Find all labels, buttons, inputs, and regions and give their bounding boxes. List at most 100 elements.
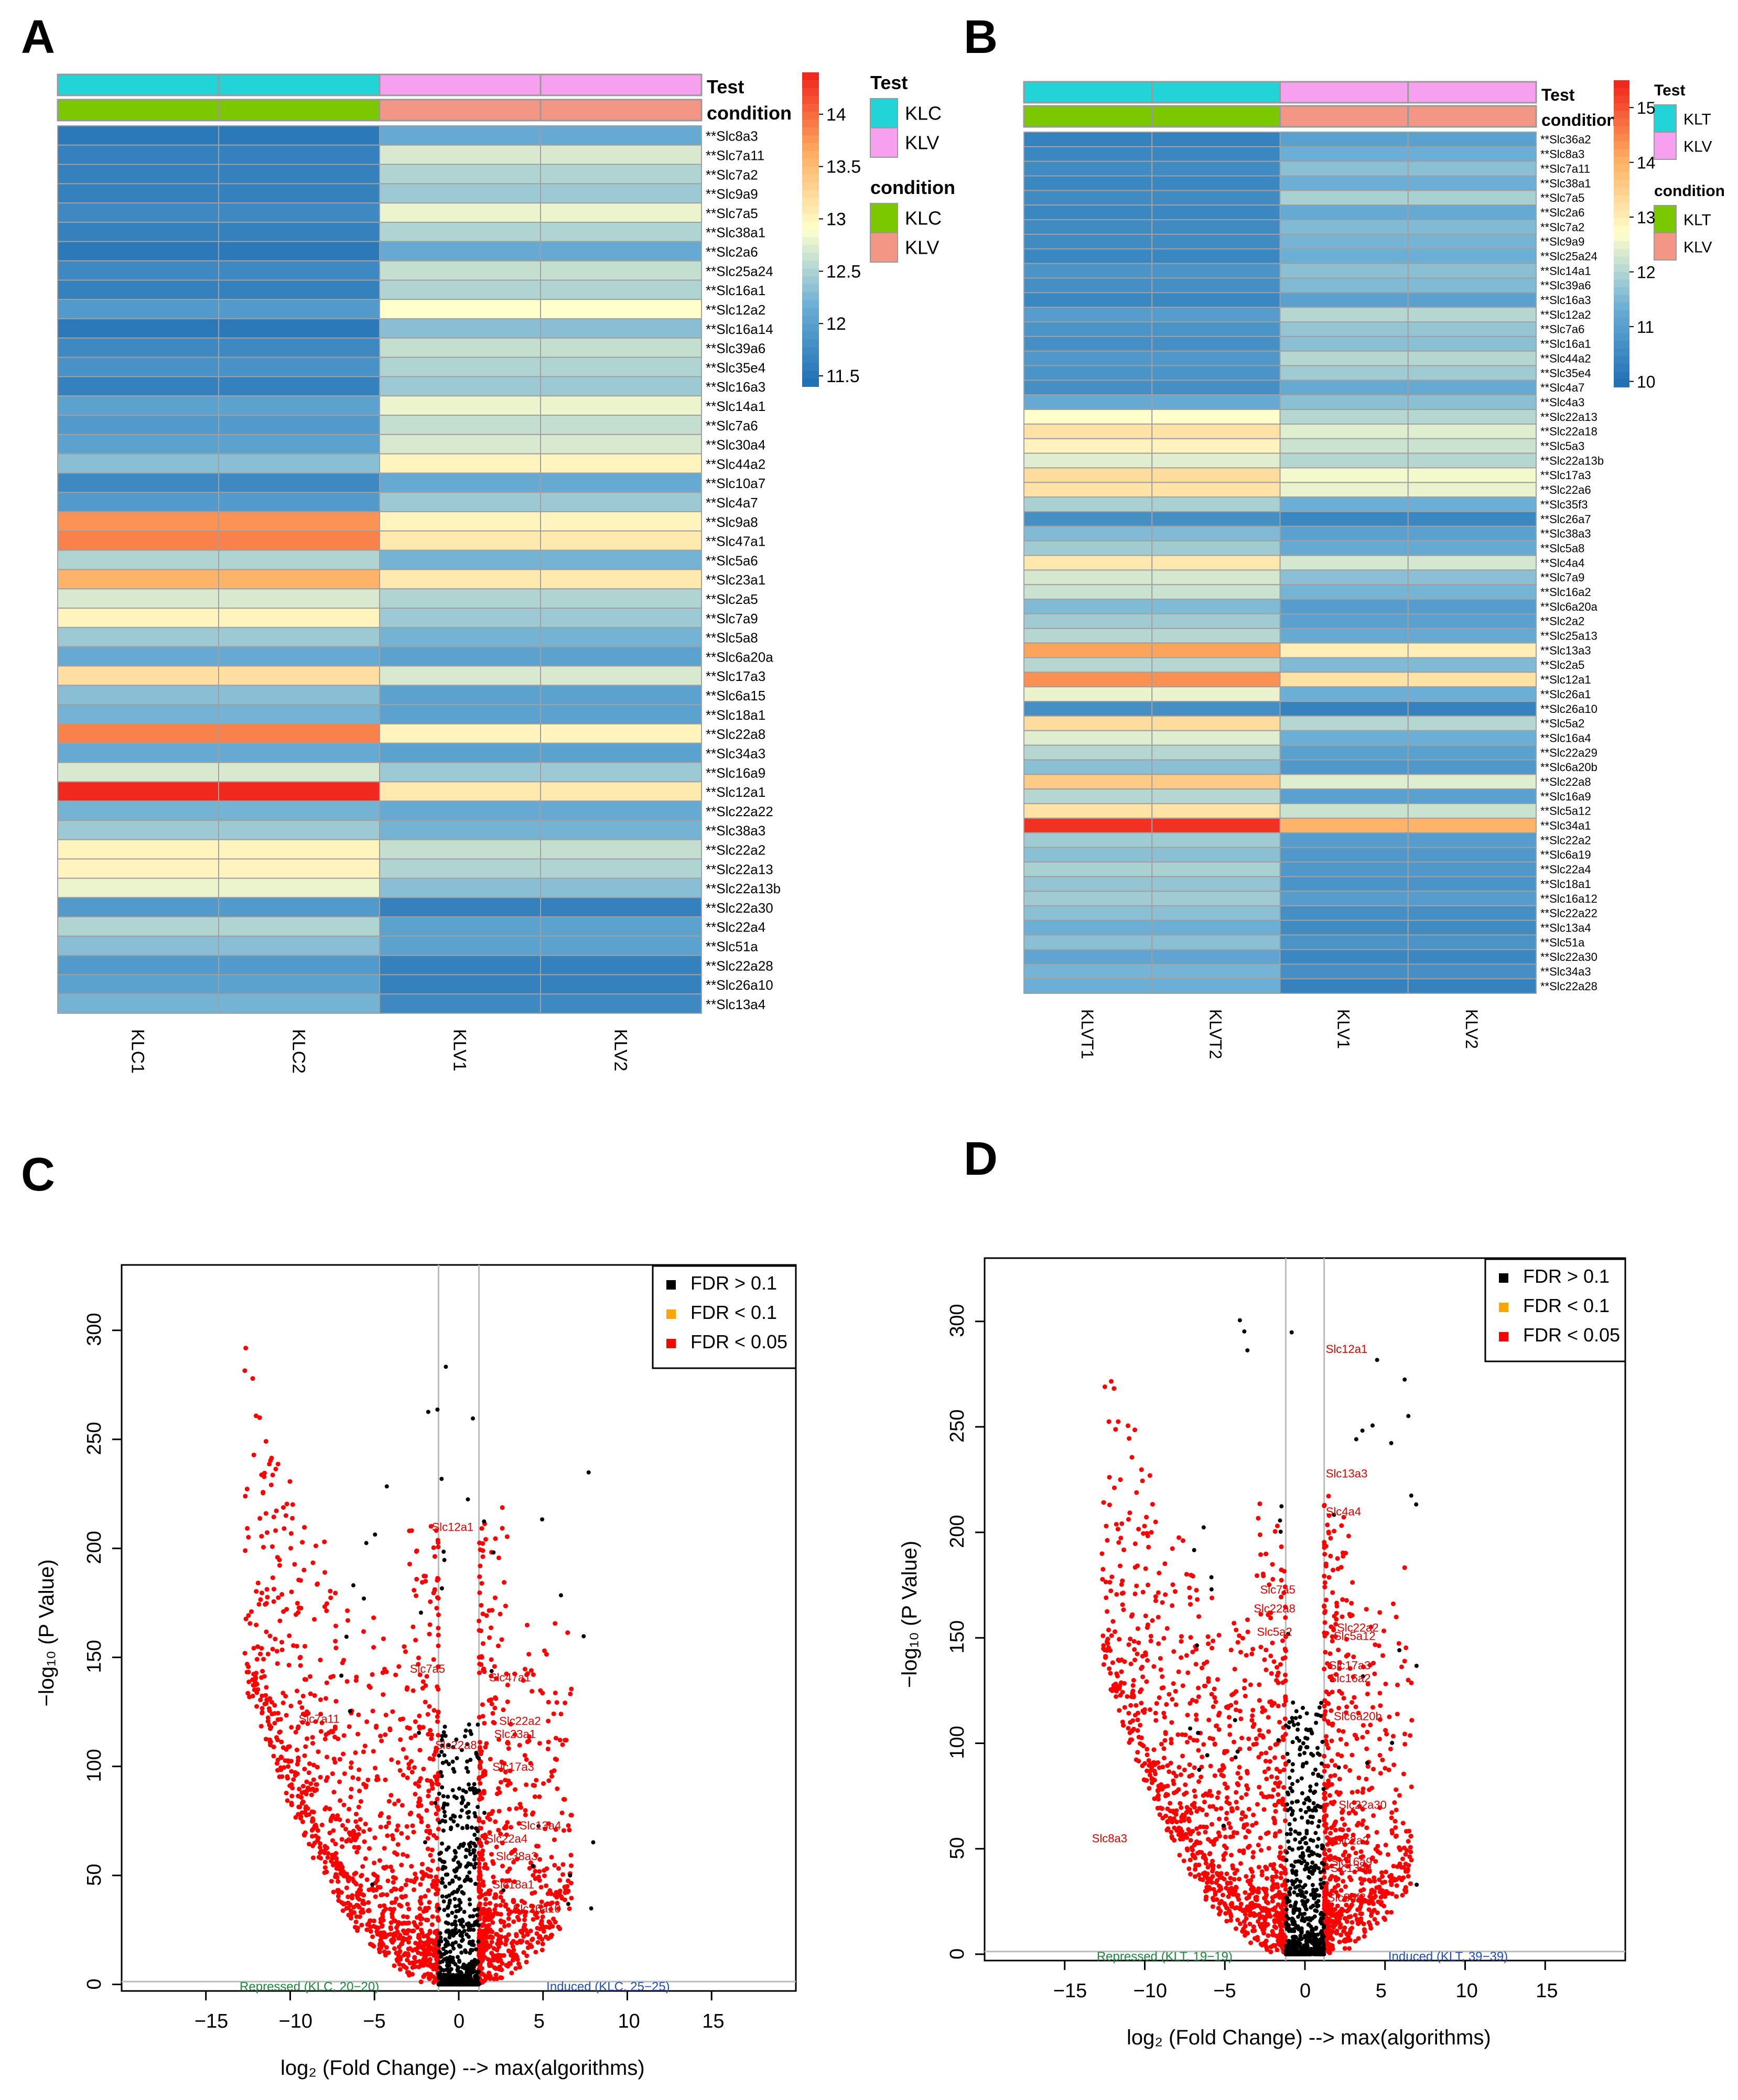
scatter-point-significant [530,1891,535,1896]
scatter-point-significant [416,1813,422,1818]
scatter-point-significant [1272,1821,1277,1826]
scatter-point-nonsignificant [466,1497,470,1502]
scatter-point-significant [1211,1638,1216,1643]
scatter-point-significant [506,1916,511,1921]
heatmap-cell [57,588,219,609]
color-scale-band [802,245,819,254]
scatter-point-significant [427,1631,432,1637]
scatter-point-significant [1168,1760,1173,1766]
scatter-point-significant [1237,1877,1242,1882]
scatter-point-significant [287,1479,293,1484]
scatter-point-significant [406,1766,412,1771]
heatmap-cell [379,993,541,1014]
scatter-point-significant [1340,1827,1345,1833]
scatter-point-significant [1104,1523,1109,1529]
scatter-point-significant [1264,1831,1269,1836]
scatter-point-significant [1171,1770,1176,1776]
scatter-point-significant [375,1777,381,1782]
scatter-point-significant [559,1810,565,1815]
scatter-point-significant [508,1722,513,1727]
scatter-point-significant [1234,1868,1239,1873]
scatter-point-significant [1264,1648,1269,1653]
scatter-point-significant [413,1947,418,1952]
scatter-point-significant [1178,1801,1183,1806]
heatmap-cell [540,395,702,416]
scatter-point-significant [522,1753,527,1758]
scatter-point-significant [1141,1744,1146,1749]
scatter-point-significant [254,1704,260,1709]
scatter-point-significant [546,1700,551,1705]
scatter-point-significant [433,1978,438,1983]
scatter-point-significant [304,1677,309,1682]
scatter-point-significant [1194,1699,1199,1704]
scatter-point-significant [1366,1833,1371,1838]
scatter-point-significant [1247,1746,1252,1751]
scatter-point-significant [1365,1764,1370,1769]
scatter-point-nonsignificant [443,1943,448,1947]
scatter-point-significant [302,1767,307,1772]
row-label: **Slc7a9 [1540,571,1584,584]
heatmap-cell [218,781,380,802]
heatmap-cell [1023,613,1153,629]
scatter-point-significant [1401,1875,1406,1880]
scatter-point-significant [382,1666,387,1672]
scatter-point-significant [1193,1867,1198,1872]
scatter-point-significant [1196,1779,1202,1784]
heatmap-cell [1151,847,1281,863]
heatmap-cell [57,299,219,320]
scatter-point-significant [1182,1767,1187,1772]
fdr-legend-box [652,1265,797,1369]
scatter-point-significant [280,1701,286,1706]
scatter-point-significant [315,1838,320,1843]
scatter-point-nonsignificant [417,1730,422,1735]
scatter-point-significant [1204,1880,1210,1885]
scatter-point-significant [1182,1792,1187,1797]
row-label: **Slc4a4 [1540,556,1584,569]
heatmap-cell [218,144,380,165]
scatter-point-significant [1394,1883,1399,1888]
scatter-point-significant [259,1646,264,1651]
scatter-point-significant [534,1778,539,1783]
scatter-point-significant [1173,1688,1178,1694]
scatter-point-significant [392,1850,397,1855]
scatter-point-nonsignificant [445,1960,450,1964]
scatter-point-significant [485,1942,490,1947]
scatter-point-significant [1348,1877,1354,1882]
scatter-point-significant [1188,1601,1193,1607]
scatter-point-significant [402,1644,407,1649]
scatter-point-nonsignificant [459,1808,464,1813]
scatter-point-significant [1343,1849,1348,1855]
heatmap-cell [1279,949,1409,965]
scatter-point-significant [1129,1455,1135,1460]
heatmap-cell [540,588,702,609]
scatter-point-significant [260,1706,265,1711]
scatter-point-significant [304,1788,309,1793]
scatter-point-significant [487,1963,492,1968]
scatter-point-significant [371,1918,376,1923]
scatter-point-nonsignificant [457,1876,461,1881]
scatter-point-significant [1165,1820,1170,1825]
scatter-point-significant [1132,1647,1137,1652]
scatter-point-significant [397,1768,403,1773]
scatter-point-nonsignificant [465,1742,470,1747]
heatmap-cell [1407,452,1537,469]
scatter-point-significant [530,1904,535,1909]
scatter-point-significant [489,1852,494,1857]
scatter-point-significant [426,1888,431,1893]
heatmap-cell [1279,190,1409,206]
heatmap-cell [1023,672,1153,688]
scatter-point-significant [1120,1719,1125,1725]
scatter-point-significant [1322,1891,1327,1897]
heatmap-cell [1279,482,1409,498]
scatter-point-significant [358,1817,363,1822]
heatmap-cell [1023,233,1153,250]
scatter-point-significant [489,1702,494,1707]
scatter-point-nonsignificant [447,1762,451,1767]
scatter-point-significant [1106,1645,1111,1650]
color-scale-band [802,229,819,238]
scatter-point-nonsignificant [448,1957,453,1962]
scatter-point-nonsignificant [339,1673,344,1678]
scatter-point-significant [412,1955,417,1960]
scatter-point-significant [1279,1930,1284,1935]
scatter-point-significant [1258,1848,1264,1853]
